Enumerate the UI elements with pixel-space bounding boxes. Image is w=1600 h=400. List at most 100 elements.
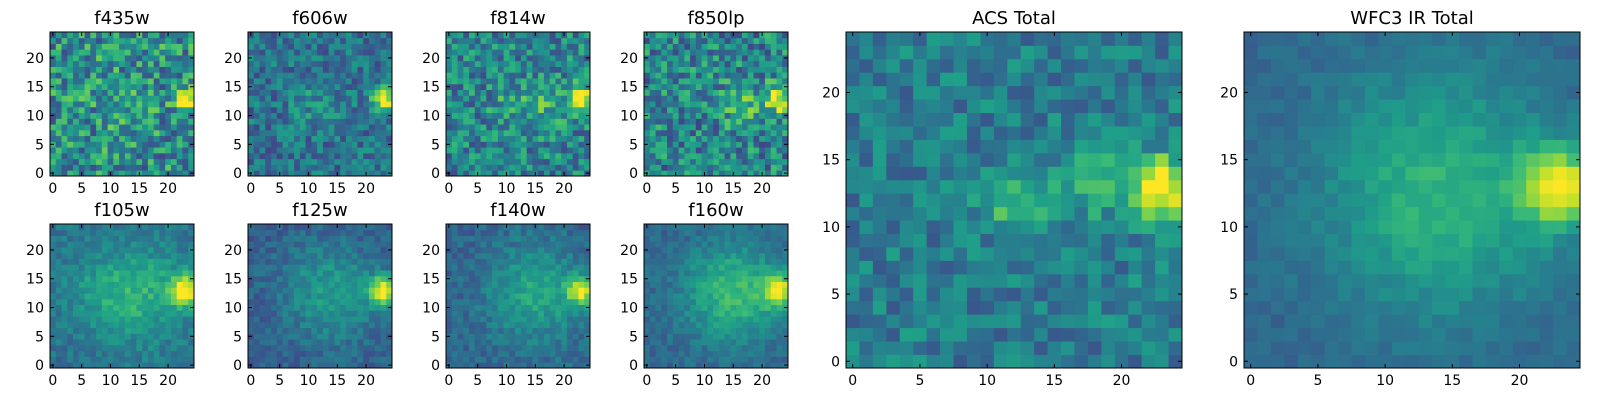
heatmap-cell bbox=[265, 158, 272, 165]
heatmap-cell bbox=[457, 241, 464, 248]
heatmap-cell bbox=[695, 95, 702, 102]
heatmap-cell bbox=[713, 350, 720, 357]
heatmap-cell bbox=[561, 49, 568, 56]
heatmap-cell bbox=[188, 72, 195, 79]
heatmap-cell bbox=[661, 321, 668, 329]
heatmap-cell bbox=[718, 293, 726, 300]
heatmap-cell bbox=[724, 310, 731, 317]
heatmap-cell bbox=[753, 49, 760, 56]
heatmap-cell bbox=[736, 293, 743, 300]
heatmap-cell bbox=[271, 55, 278, 62]
heatmap-cell bbox=[457, 124, 464, 131]
heatmap-cell bbox=[345, 327, 353, 334]
heatmap-cell bbox=[253, 344, 260, 352]
heatmap-cell bbox=[305, 49, 312, 56]
heatmap-cell bbox=[170, 55, 178, 62]
heatmap-cell bbox=[170, 101, 178, 108]
heatmap-cell bbox=[561, 264, 568, 271]
heatmap-cell bbox=[61, 78, 68, 85]
heatmap-cell bbox=[543, 147, 551, 154]
heatmap-cell bbox=[90, 224, 97, 231]
heatmap-cell bbox=[451, 55, 458, 62]
heatmap-cell bbox=[515, 362, 522, 369]
heatmap-cell bbox=[276, 270, 283, 277]
heatmap-cell bbox=[363, 316, 370, 323]
heatmap-cell bbox=[457, 101, 464, 108]
heatmap-cell bbox=[555, 287, 562, 294]
heatmap-cell bbox=[386, 321, 393, 329]
heatmap-cell bbox=[747, 83, 754, 90]
heatmap-cell bbox=[259, 275, 266, 282]
heatmap-cell bbox=[311, 124, 318, 131]
heatmap-cell bbox=[555, 124, 562, 131]
heatmap-cell bbox=[119, 344, 126, 352]
heatmap-cell bbox=[188, 293, 195, 300]
heatmap-cell bbox=[363, 164, 370, 171]
heatmap-cell bbox=[736, 310, 743, 317]
heatmap-cell bbox=[690, 170, 697, 177]
heatmap-cell bbox=[463, 78, 470, 85]
heatmap-cell bbox=[386, 344, 393, 352]
heatmap-cell bbox=[271, 43, 278, 50]
heatmap-cell bbox=[446, 344, 453, 352]
heatmap-cell bbox=[549, 147, 556, 154]
heatmap-cell bbox=[147, 252, 155, 259]
heatmap-cell bbox=[566, 55, 574, 62]
heatmap-cell bbox=[747, 60, 754, 67]
heatmap-cell bbox=[584, 106, 591, 114]
heatmap-cell bbox=[724, 170, 731, 177]
heatmap-cell bbox=[340, 316, 347, 323]
heatmap-cell bbox=[50, 316, 57, 323]
heatmap-cell bbox=[497, 89, 504, 96]
heatmap-cell bbox=[515, 66, 522, 73]
heatmap-cell bbox=[159, 152, 166, 160]
heatmap-cell bbox=[770, 32, 777, 39]
heatmap-cell bbox=[776, 327, 783, 334]
heatmap-cell bbox=[520, 78, 528, 85]
heatmap-cell bbox=[271, 252, 278, 259]
heatmap-cell bbox=[147, 83, 155, 90]
heatmap-cell bbox=[684, 321, 691, 329]
heatmap-cell bbox=[474, 252, 481, 259]
heatmap-cell bbox=[322, 321, 330, 329]
heatmap-cell bbox=[515, 60, 522, 67]
heatmap-cell bbox=[107, 321, 114, 329]
heatmap-cell bbox=[655, 350, 662, 357]
heatmap-cell bbox=[253, 78, 260, 85]
heatmap-cell bbox=[649, 78, 656, 85]
heatmap-cell bbox=[497, 60, 504, 67]
heatmap-cell bbox=[718, 95, 726, 102]
heatmap-cell bbox=[328, 362, 335, 369]
heatmap-cell bbox=[678, 287, 685, 294]
heatmap-cell bbox=[253, 37, 260, 44]
heatmap-cell bbox=[661, 339, 668, 346]
heatmap-cell bbox=[380, 241, 387, 248]
heatmap-cell bbox=[67, 356, 74, 363]
heatmap-cell bbox=[759, 298, 766, 306]
heatmap-cell bbox=[538, 293, 545, 300]
heatmap-cell bbox=[509, 37, 516, 44]
heatmap-cell bbox=[555, 55, 562, 62]
heatmap-cell bbox=[55, 264, 62, 271]
heatmap-cell bbox=[259, 152, 266, 160]
heatmap-cell bbox=[463, 147, 470, 154]
heatmap-cell bbox=[509, 78, 516, 85]
heatmap-cell bbox=[271, 101, 278, 108]
heatmap-cell bbox=[90, 147, 97, 154]
heatmap-cell bbox=[776, 106, 783, 114]
heatmap-cell bbox=[509, 170, 516, 177]
heatmap-cell bbox=[446, 258, 453, 265]
heatmap-cell bbox=[451, 339, 458, 346]
heatmap-cell bbox=[165, 43, 172, 50]
heatmap-cell bbox=[345, 72, 353, 79]
heatmap-cell bbox=[119, 37, 126, 44]
heatmap-cell bbox=[695, 344, 702, 352]
heatmap-cell bbox=[265, 135, 272, 142]
heatmap-cell bbox=[374, 152, 381, 160]
heatmap-cell bbox=[90, 304, 97, 311]
heatmap-cell bbox=[497, 339, 504, 346]
heatmap-cell bbox=[294, 333, 301, 340]
heatmap-cell bbox=[305, 83, 312, 90]
heatmap-cell bbox=[497, 158, 504, 165]
heatmap-cell bbox=[153, 95, 160, 102]
